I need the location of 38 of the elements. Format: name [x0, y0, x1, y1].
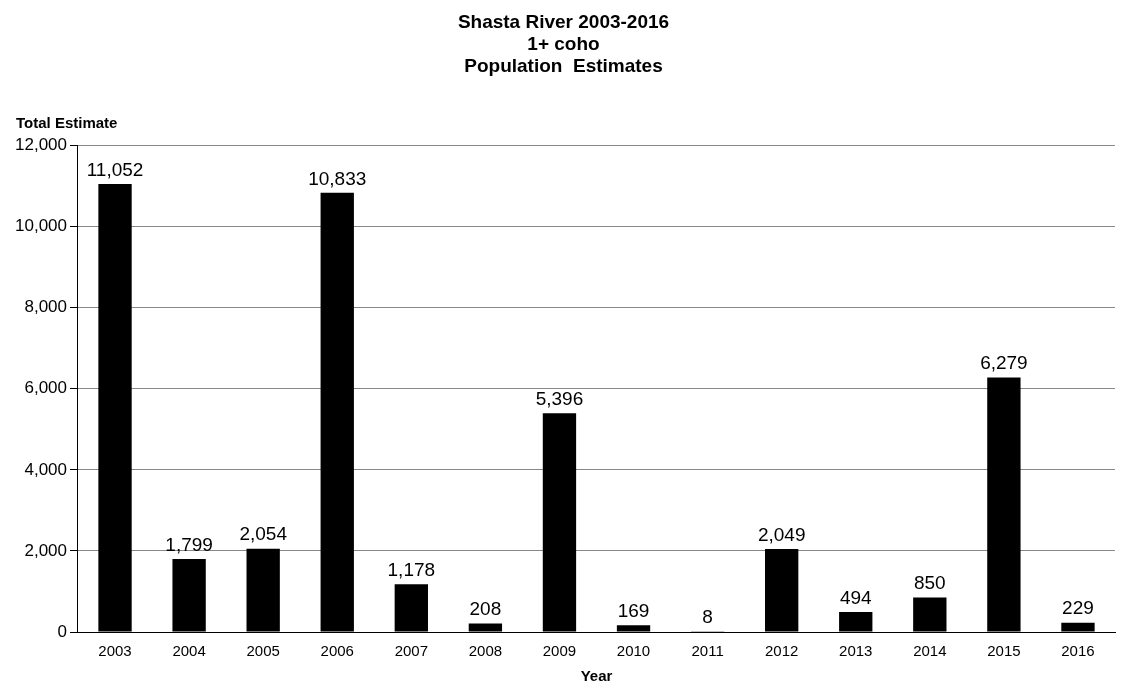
y-tick-label: 6,000	[24, 378, 67, 398]
x-tick-label: 2015	[987, 642, 1021, 660]
data-label: 2,054	[239, 523, 288, 545]
chart-title: Shasta River 2003-2016 1+ coho Population Estimates	[457, 11, 670, 76]
x-tick-label: 2009	[542, 642, 577, 660]
y-tick-label: 0	[57, 621, 67, 641]
data-label: 1,799	[165, 533, 213, 555]
x-tick-label: 2007	[394, 642, 429, 660]
data-label: 494	[839, 586, 873, 608]
y-tick-label: 12,000	[15, 135, 67, 155]
y-tick-label: 4,000	[24, 459, 67, 479]
data-label: 8	[702, 606, 713, 628]
data-label: 208	[469, 598, 502, 620]
x-tick-label: 2006	[320, 642, 354, 660]
data-label: 850	[913, 572, 946, 594]
y-tick-label: 10,000	[15, 216, 67, 236]
y-tick-label: 8,000	[24, 297, 67, 317]
x-tick-label: 2011	[691, 642, 724, 660]
x-tick-label: 2005	[246, 642, 280, 660]
data-label: 5,396	[535, 387, 584, 409]
x-tick-label: 2013	[839, 642, 873, 660]
data-label: 1,178	[387, 558, 436, 580]
x-tick-label: 2016	[1061, 642, 1095, 660]
data-label: 6,279	[980, 352, 1028, 374]
x-tick-label: 2012	[764, 642, 799, 660]
x-tick-label: 2014	[913, 642, 947, 660]
x-tick-label: 2008	[468, 642, 503, 660]
y-axis-title: Total Estimate	[16, 114, 118, 132]
data-label: 2,049	[757, 523, 806, 545]
data-label: 169	[617, 599, 650, 621]
y-tick-label: 2,000	[24, 540, 67, 560]
data-label: 229	[1062, 597, 1094, 619]
x-tick-label: 2010	[616, 642, 651, 660]
x-axis-title: Year	[580, 667, 613, 685]
data-label: 11,052	[86, 158, 144, 180]
x-tick-label: 2004	[172, 642, 206, 660]
data-label: 10,833	[308, 167, 367, 189]
x-tick-label: 2003	[98, 642, 132, 660]
